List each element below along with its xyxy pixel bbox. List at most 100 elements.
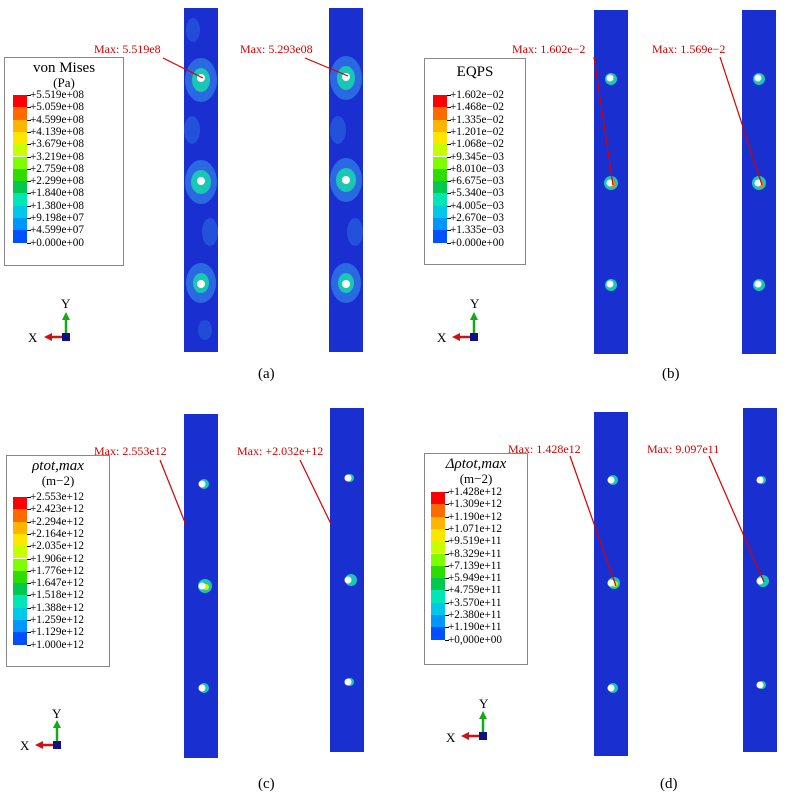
axis-y-label: Y [52,706,62,721]
scale-tick [27,107,31,109]
hole [754,280,762,288]
scale-value: +7.139e+11 [448,559,502,572]
hole [344,474,352,482]
scale-value: +5.340e−03 [450,187,504,200]
scale-value: +1.000e+12 [30,638,84,651]
scale-tick [27,131,31,133]
legend-title: ρtot,max [32,458,84,474]
scale-row: +9.345e−03 [433,151,543,169]
hole [344,678,352,686]
scale-value: +1.776e+12 [30,564,84,577]
scale-value: +5.949e+11 [448,572,502,585]
legend-unit: (Pa) [53,75,75,90]
scale-value: +1.468e−02 [450,101,504,114]
scale-row: +1.468e−02 [433,101,543,120]
scale-row: +2.294e+12 [13,516,123,534]
scale-swatch [433,95,447,108]
scale-swatch [431,504,445,517]
scale-row: +1.380e+08 [13,200,123,218]
max-label-right: Max: 9.097e11 [647,442,720,456]
scale-row: +0.000e+00 [13,237,123,255]
scale-swatch [431,553,445,566]
axis-x-label: X [446,730,456,745]
max-label-left: Max: 1.428e12 [508,442,581,456]
scale-tick [445,639,449,641]
axis-y-label: Y [479,696,489,711]
scale-row: +5.949e+11 [431,572,541,591]
scale-swatch [431,541,445,554]
hole [198,480,206,488]
scale-swatch [13,107,27,120]
max-label-right: Max: +2.032e+12 [237,444,324,458]
hole [754,179,762,187]
scale-value: +1.201e−02 [450,125,504,138]
scale-swatch [13,607,27,620]
scale-value: +1.602e−02 [450,89,504,101]
scale-swatch [433,144,447,157]
scale-value: +4.139e+08 [30,125,84,138]
scale-row: +1.335e−02 [433,114,543,132]
scale-swatch [433,181,447,194]
scale-value: +1.428e+12 [448,486,502,498]
scale-value: +4.759e+11 [448,584,502,597]
max-leader-right [719,56,763,186]
scale-row: +4.759e+11 [431,584,541,603]
hole [197,280,205,288]
scale-value: +0.000e+00 [450,236,504,249]
scale-swatch [13,119,27,132]
scale-row: +4.139e+08 [13,126,123,145]
axis-y-label: Y [470,296,480,311]
scale-value: +1.840e+08 [30,187,84,200]
caption: (c) [258,776,275,792]
scale-row: +1.647e+12 [13,577,123,596]
scale-row: +1.335e−03 [433,224,543,243]
scale-tick [447,107,451,109]
scale-tick [27,595,31,597]
hole [198,582,206,590]
scale-tick [447,205,451,207]
scale-swatch [13,533,27,547]
caption: (b) [662,366,680,382]
scale-tick [27,583,31,585]
scale-value: +2.035e+12 [30,540,84,553]
scale-tick [27,168,31,170]
max-leader-right [299,459,332,525]
scale-tick [27,95,31,96]
scale-value: +3.570e+11 [448,596,502,609]
scale-value: +1.259e+12 [30,614,84,626]
scale-swatch [433,156,447,169]
hole [756,476,764,484]
panel-b-figure: Y X [437,10,776,354]
hole [198,684,206,692]
scale-swatch [13,205,27,218]
scale-value: +9.198e+07 [30,212,84,224]
scale-tick [445,615,449,616]
legend-unit: (m−2) [41,473,75,488]
scale-swatch [431,516,445,529]
scale-value: +4.005e−03 [450,199,504,212]
scale-value: +2.759e+08 [30,162,84,175]
axis-x-label: X [437,330,447,345]
scale-tick [27,230,31,232]
scale-row: +7.139e+11 [431,560,541,579]
max-leader-left [162,57,204,79]
scale-row: +9.519e+11 [431,535,541,554]
scale-row: +1.840e+08 [13,187,123,206]
scale-value: +0.000e+00 [30,236,84,249]
scale-tick [27,205,31,207]
axis-y-label: Y [61,296,71,311]
axis-triad [35,720,61,749]
scale-swatch [431,528,445,542]
scale-row: +2.553e+12 [13,491,123,510]
scale-tick [27,546,31,548]
scale-swatch [13,620,27,633]
hole [756,577,764,585]
scale-swatch [431,578,445,591]
scale-value: +8.010e−03 [450,162,504,175]
scale-tick [27,509,31,511]
scale-value: +8.329e+11 [448,547,502,560]
scale-row: +0.000e+00 [433,237,543,255]
scale-row: +9.198e+07 [13,212,123,231]
scale-row: +5.519e+08 [13,89,123,108]
panel-a-figure: Y X [28,8,363,352]
